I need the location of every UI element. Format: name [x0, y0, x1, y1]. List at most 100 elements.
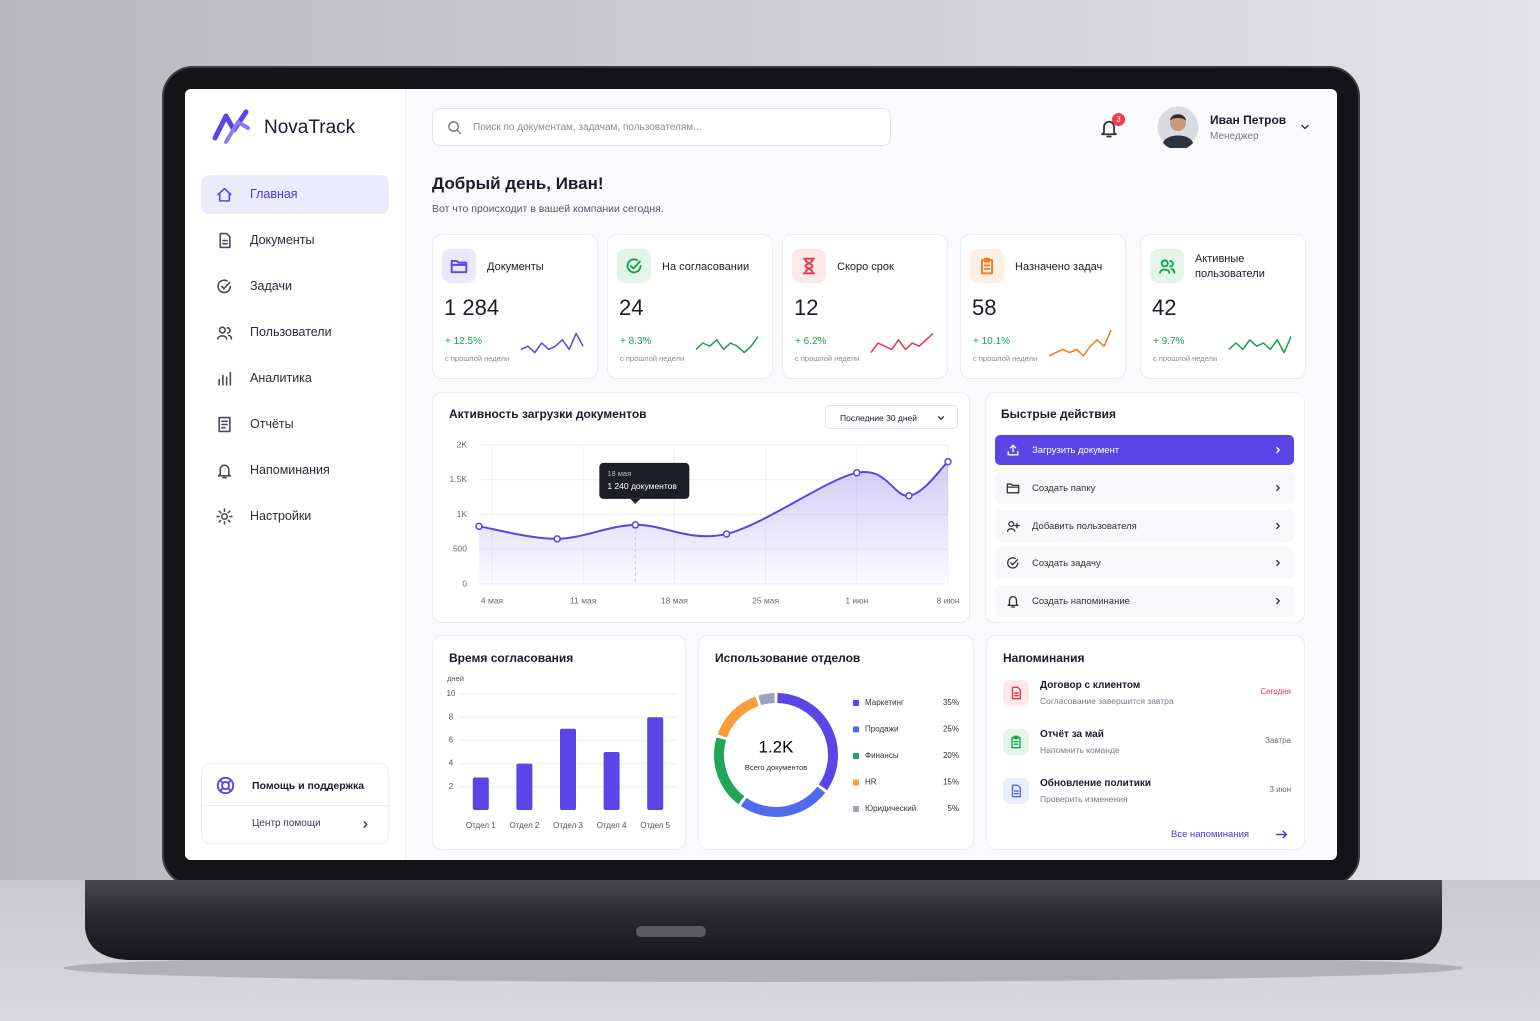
point: [553, 535, 561, 543]
quick-action[interactable]: Загрузить документ: [995, 435, 1294, 465]
icon: [448, 121, 462, 135]
notifications[interactable]: 3: [1097, 113, 1125, 141]
quick-actions-card: Быстрые действия Загрузить документ Создат…: [985, 392, 1305, 623]
icon: [450, 259, 468, 274]
point: [853, 469, 861, 477]
nav-item[interactable]: Настройки: [201, 497, 389, 536]
quick-action[interactable]: Создать задачу: [995, 547, 1294, 579]
tooltip-box: [599, 462, 690, 499]
reminders-link-row[interactable]: Все напоминания: [1167, 826, 1295, 844]
icon: [1276, 597, 1280, 604]
point: [944, 457, 952, 466]
icon: [1276, 522, 1280, 529]
nav-item[interactable]: Отчёты: [201, 405, 389, 444]
stat-icon: [442, 249, 476, 283]
activity-card: Активность загрузки документов Последние …: [432, 392, 970, 623]
stat-label: Скоро срок: [837, 260, 894, 273]
quick-action[interactable]: Создать папку: [995, 472, 1294, 504]
icon-path: [1276, 559, 1280, 567]
bar: [603, 752, 620, 810]
reminder[interactable]: Отчёт за май Напомнить команде Завтра: [997, 725, 1297, 765]
card-title: Активность загрузки документов: [449, 407, 647, 421]
point: [905, 491, 913, 500]
stat-card: Скоро срок 12 + 6.2% с прошлой недели: [782, 234, 948, 379]
icon: [1276, 446, 1280, 454]
y-tick-label: 8: [449, 712, 454, 721]
quick-action-label: Создать задачу: [1032, 558, 1101, 569]
departments-chart: Маркетинг 35% Продажи 25% Финансы 20% HR 15% Юри…: [714, 693, 959, 817]
help-link-row[interactable]: Центр помощи: [202, 806, 388, 843]
value-label: 5%: [947, 804, 959, 813]
icon: [1007, 444, 1019, 456]
icon: [980, 257, 994, 275]
stat-change: + 12.5%: [445, 336, 482, 347]
legend-label: HR: [865, 778, 877, 787]
icon-path: [1011, 686, 1022, 700]
greeting-subtitle: Вот что происходит в вашей компании сего…: [432, 203, 664, 215]
nav-label: Отчёты: [250, 417, 294, 431]
icon: [1007, 557, 1019, 569]
icon: [1011, 735, 1021, 749]
stat-card: Активные пользователи 42 + 9.7% с прошлой н…: [1140, 234, 1306, 379]
stat-label-wrap: Скоро срок: [837, 247, 941, 287]
legend-label: Финансы: [865, 751, 899, 760]
nav-label: Напоминания: [250, 463, 330, 477]
icon-path: [1011, 735, 1021, 749]
icon-path: [980, 257, 994, 275]
icon-path: [626, 258, 642, 274]
laptop-base: [85, 880, 1442, 960]
period-select[interactable]: Последние 30 дней: [825, 405, 958, 429]
value-label: 20%: [943, 751, 959, 760]
help-divider: [202, 805, 388, 806]
icon-path: [1276, 446, 1280, 454]
nav-item[interactable]: Пользователи: [201, 313, 389, 352]
x-tick-label: 1 июн: [845, 595, 868, 605]
stat-icon: [617, 249, 651, 283]
icon-path: [363, 821, 368, 828]
nav-label: Документы: [250, 233, 315, 247]
avatar: [1157, 106, 1199, 148]
activity-chart: 0 500 1K 1.5K 2K 4 мая 11 мая 18 мая 25 мая 1 июн…: [450, 439, 960, 605]
reminder[interactable]: Договор с клиентом Согласование завершитс…: [997, 676, 1297, 716]
icon-path: [1007, 595, 1019, 608]
icon-path: [217, 464, 232, 479]
reminder-text: Согласование завершится завтра: [1040, 696, 1174, 706]
icon[interactable]: [1299, 121, 1311, 133]
icon-path: [1276, 597, 1280, 604]
sparkline-line: [695, 336, 759, 354]
donut-segment: [777, 693, 838, 791]
legend-swatch: [853, 700, 859, 706]
screen: NovaTrack Главная Документы Задачи Пользоват…: [185, 89, 1337, 860]
icon: [1276, 484, 1280, 492]
quick-action[interactable]: Добавить пользователя: [995, 509, 1294, 542]
quick-action[interactable]: Создать напоминание: [995, 584, 1294, 617]
help-link: Центр помощи: [252, 818, 321, 829]
value-label: 35%: [943, 698, 959, 707]
nav-item[interactable]: Задачи: [201, 267, 389, 306]
tooltip-arrow: [630, 498, 641, 504]
nav-item[interactable]: Аналитика: [201, 359, 389, 398]
search-box[interactable]: Поиск по документам, задачам, пользовате…: [432, 108, 891, 146]
y-tick-label: 1K: [457, 509, 468, 519]
reminder-when: Завтра: [1265, 736, 1291, 745]
approval-chart: 2 4 6 8 10 Отдел 1 Отдел 2 Отдел 3 Отдел 4 Отдел …: [447, 689, 677, 830]
nav-item[interactable]: Напоминания: [201, 451, 389, 490]
icon: [218, 371, 232, 386]
value-label: 15%: [943, 778, 959, 787]
sparkline-line: [520, 332, 584, 354]
icon-path: [217, 187, 232, 202]
donut-center-label: Всего документов: [745, 763, 807, 772]
nav-item[interactable]: Документы: [201, 221, 389, 260]
stat-change: + 10.1%: [973, 336, 1010, 347]
stat-icon: [970, 249, 1004, 283]
point: [722, 530, 731, 538]
reminder-icon: [1003, 729, 1029, 755]
avatar-body: [1163, 135, 1193, 148]
stat-label-wrap: На согласовании: [662, 247, 766, 287]
icon-path: [802, 257, 816, 275]
icon: [1276, 559, 1280, 567]
icon: [1007, 595, 1019, 608]
reminder[interactable]: Обновление политики Проверить изменения 3 …: [997, 774, 1297, 814]
nav-item[interactable]: Главная: [201, 175, 389, 214]
donut-segment: [758, 693, 775, 706]
